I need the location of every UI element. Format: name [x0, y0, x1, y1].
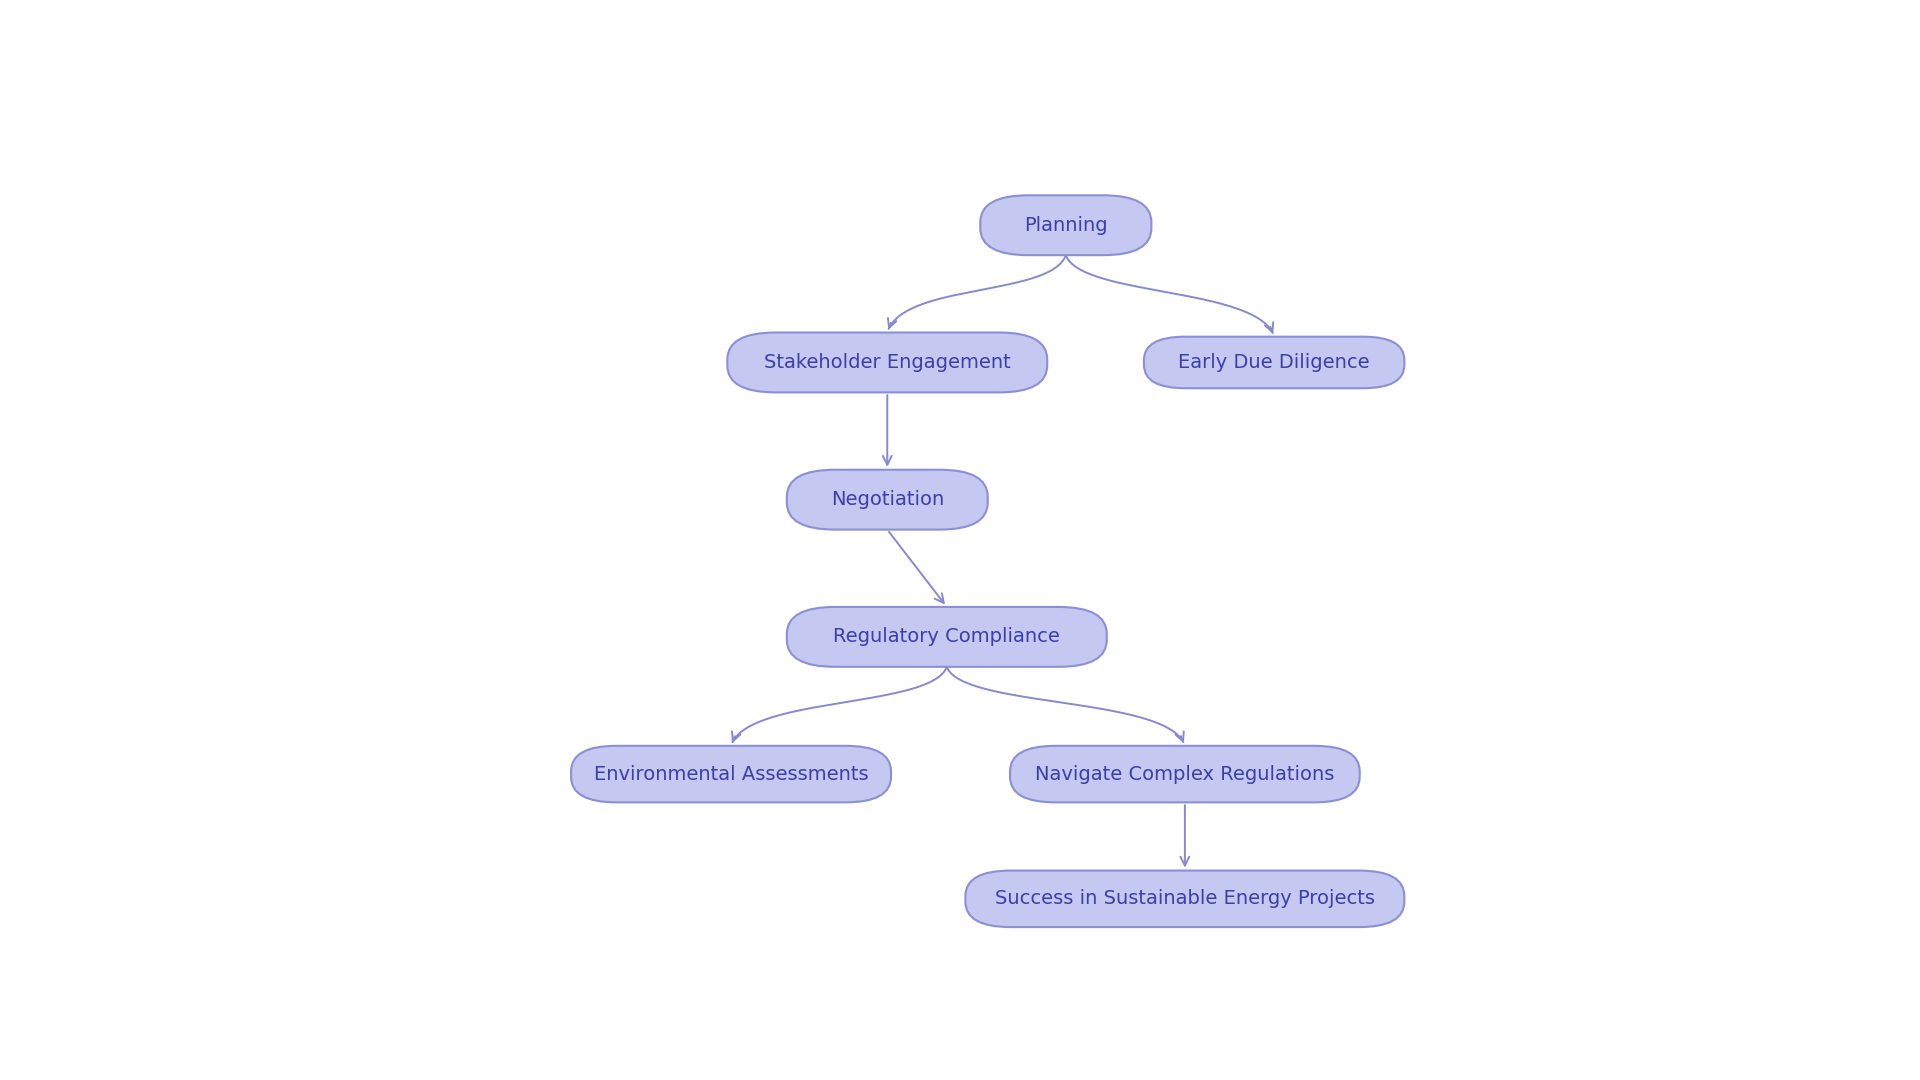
FancyBboxPatch shape [728, 333, 1046, 392]
Text: Stakeholder Engagement: Stakeholder Engagement [764, 353, 1010, 372]
FancyBboxPatch shape [787, 470, 987, 529]
FancyBboxPatch shape [787, 607, 1106, 666]
Text: Planning: Planning [1023, 216, 1108, 234]
FancyBboxPatch shape [966, 870, 1404, 927]
FancyBboxPatch shape [570, 746, 891, 802]
Text: Negotiation: Negotiation [831, 490, 945, 509]
FancyBboxPatch shape [1144, 337, 1404, 388]
Text: Environmental Assessments: Environmental Assessments [593, 765, 868, 784]
Text: Regulatory Compliance: Regulatory Compliance [833, 627, 1060, 646]
Text: Success in Sustainable Energy Projects: Success in Sustainable Energy Projects [995, 889, 1375, 908]
FancyBboxPatch shape [981, 195, 1152, 255]
FancyBboxPatch shape [1010, 746, 1359, 802]
Text: Early Due Diligence: Early Due Diligence [1179, 353, 1371, 372]
Text: Navigate Complex Regulations: Navigate Complex Regulations [1035, 765, 1334, 784]
